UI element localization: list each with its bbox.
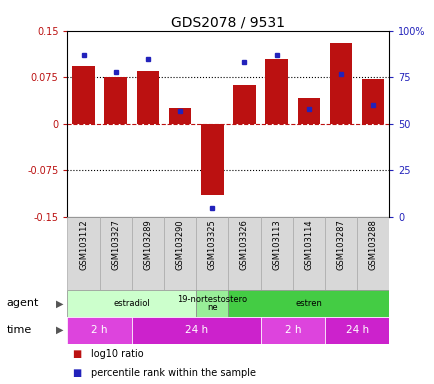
Bar: [324, 217, 356, 290]
Text: 19-nortestostero
ne: 19-nortestostero ne: [177, 295, 247, 312]
Bar: [228, 217, 260, 290]
Bar: [292, 217, 324, 290]
Bar: [132, 317, 260, 344]
Text: GSM103114: GSM103114: [304, 219, 312, 270]
Title: GDS2078 / 9531: GDS2078 / 9531: [171, 16, 285, 30]
Text: estradiol: estradiol: [113, 299, 150, 308]
Text: GSM103113: GSM103113: [272, 219, 280, 270]
Text: ▶: ▶: [56, 325, 63, 335]
Bar: [72, 66, 95, 124]
Text: 24 h: 24 h: [345, 325, 368, 335]
Text: 24 h: 24 h: [184, 325, 207, 335]
Text: log10 ratio: log10 ratio: [91, 349, 144, 359]
Bar: [260, 317, 324, 344]
Bar: [260, 217, 292, 290]
Text: GSM103327: GSM103327: [111, 219, 120, 270]
Text: ▶: ▶: [56, 298, 63, 308]
Bar: [233, 85, 255, 124]
Text: 2 h: 2 h: [284, 325, 300, 335]
Bar: [356, 217, 388, 290]
Text: GSM103326: GSM103326: [240, 219, 248, 270]
Text: GSM103288: GSM103288: [368, 219, 377, 270]
Text: GSM103290: GSM103290: [175, 219, 184, 270]
Text: GSM103287: GSM103287: [336, 219, 345, 270]
Bar: [228, 290, 388, 317]
Text: GSM103289: GSM103289: [143, 219, 152, 270]
Text: ■: ■: [72, 349, 81, 359]
Bar: [67, 290, 196, 317]
Bar: [168, 108, 191, 124]
Bar: [104, 77, 127, 124]
Text: percentile rank within the sample: percentile rank within the sample: [91, 368, 256, 378]
Bar: [201, 124, 223, 195]
Bar: [67, 317, 132, 344]
Bar: [196, 290, 228, 317]
Text: agent: agent: [7, 298, 39, 308]
Bar: [136, 71, 159, 124]
Text: GSM103112: GSM103112: [79, 219, 88, 270]
Text: GSM103325: GSM103325: [207, 219, 216, 270]
Text: time: time: [7, 325, 32, 335]
Bar: [67, 217, 99, 290]
Bar: [324, 317, 388, 344]
Text: 2 h: 2 h: [91, 325, 108, 335]
Bar: [132, 217, 164, 290]
Bar: [329, 43, 352, 124]
Bar: [196, 217, 228, 290]
Bar: [297, 98, 319, 124]
Bar: [265, 59, 287, 124]
Text: estren: estren: [295, 299, 322, 308]
Bar: [99, 217, 132, 290]
Text: ■: ■: [72, 368, 81, 378]
Bar: [164, 217, 196, 290]
Bar: [361, 79, 384, 124]
